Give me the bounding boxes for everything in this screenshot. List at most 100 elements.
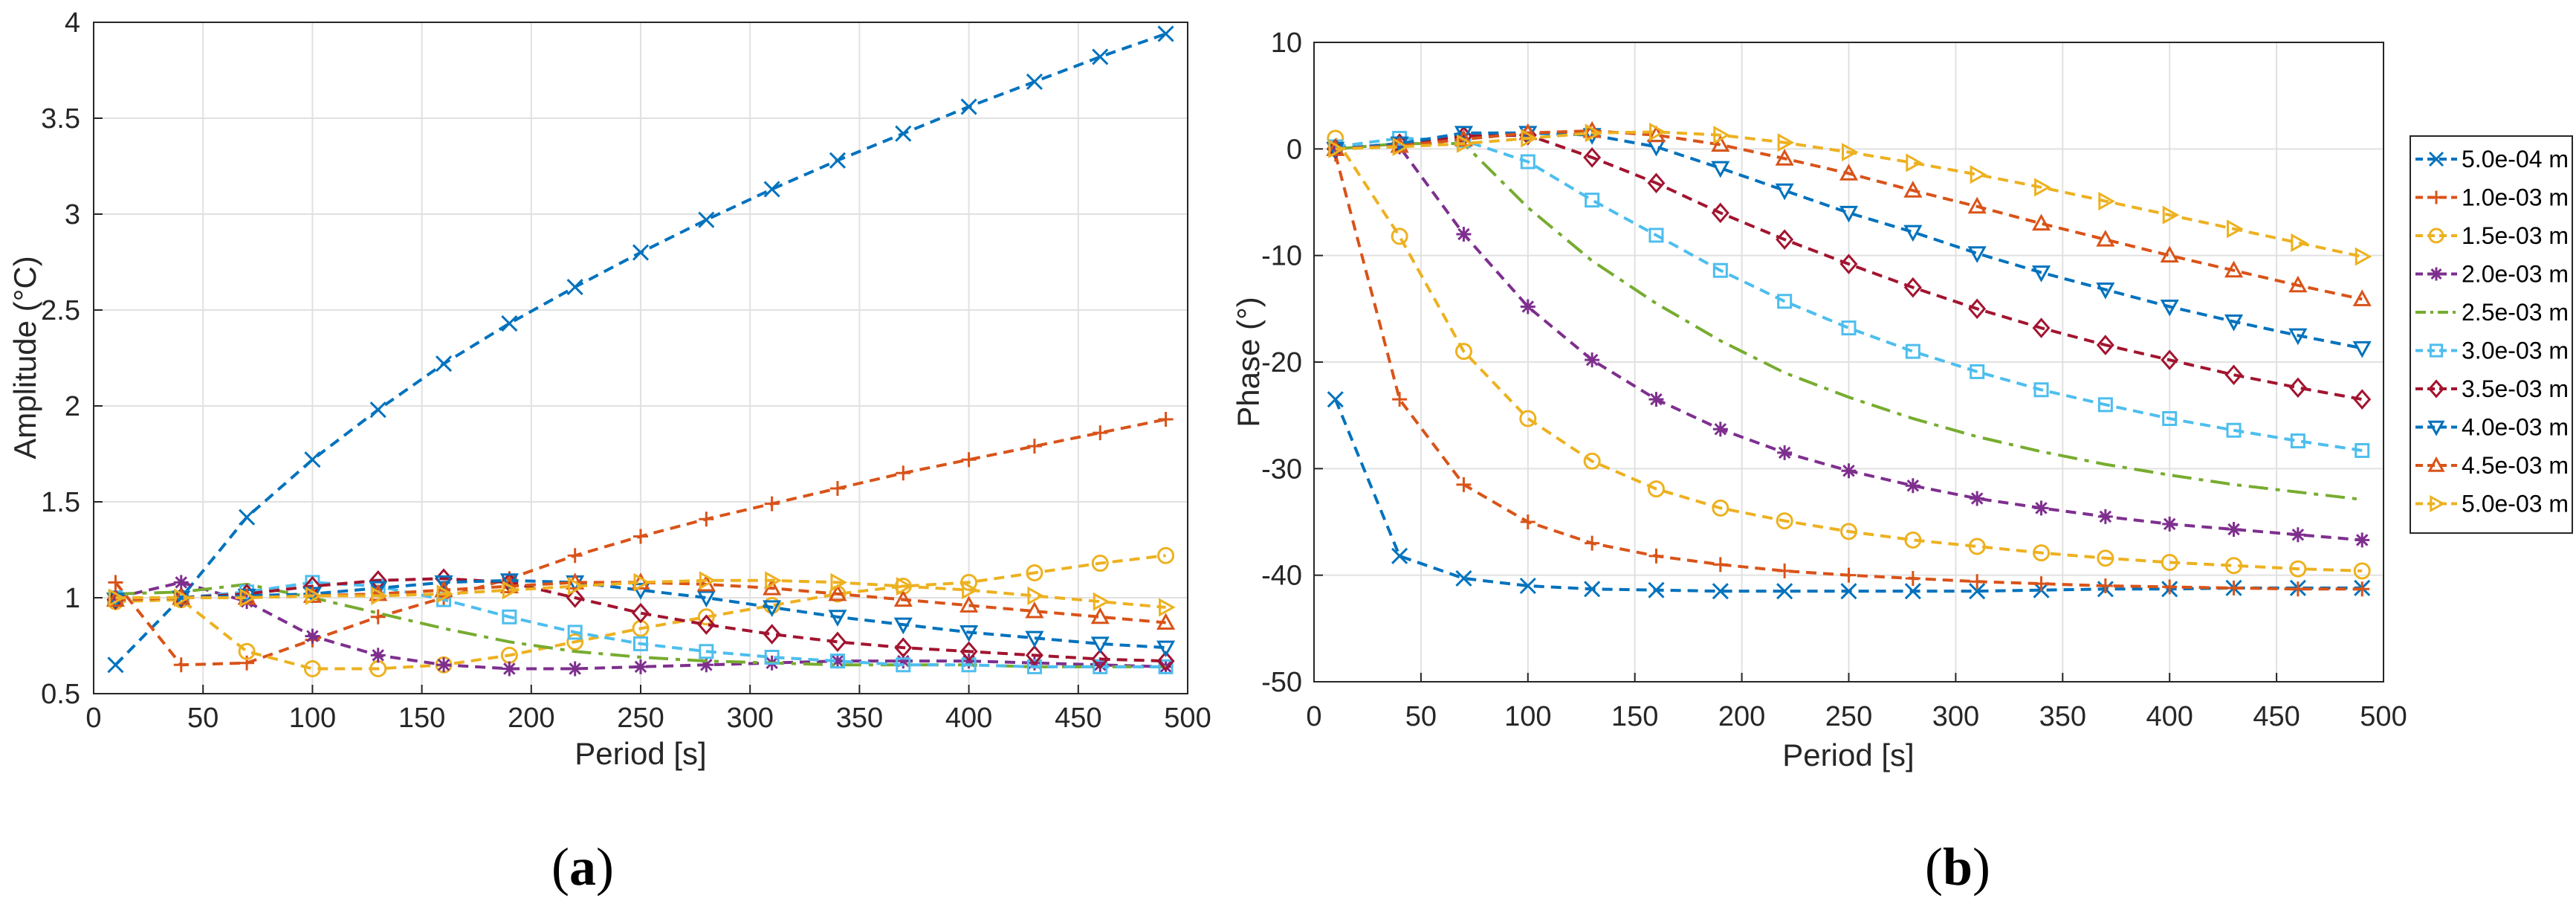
y-tick-label: 1 — [65, 583, 80, 614]
x-tick-label: 300 — [1932, 701, 1979, 732]
data-point — [2288, 275, 2308, 293]
series-5 — [1335, 142, 2363, 501]
data-point — [1777, 445, 1793, 460]
data-point — [2355, 581, 2370, 597]
data-point — [633, 659, 648, 674]
data-point — [959, 596, 979, 613]
data-point — [174, 588, 191, 607]
data-point — [1648, 122, 1666, 141]
legend-marker — [2428, 379, 2444, 398]
data-point — [697, 608, 715, 626]
data-point — [566, 572, 585, 590]
data-point — [896, 654, 911, 669]
data-point — [2226, 422, 2242, 438]
data-point — [107, 656, 124, 674]
data-point — [1454, 126, 1474, 143]
data-point — [1391, 547, 1408, 564]
data-point — [895, 125, 912, 142]
data-point — [2352, 289, 2372, 306]
data-point — [828, 610, 847, 627]
x-tick-label: 150 — [398, 703, 445, 734]
data-point — [1090, 636, 1110, 654]
data-point — [1840, 523, 1857, 540]
data-point — [764, 496, 780, 512]
data-point — [1456, 134, 1474, 153]
data-point — [2353, 562, 2371, 580]
data-point — [305, 628, 320, 644]
data-point — [763, 181, 780, 198]
data-point — [1648, 581, 1665, 598]
legend-item: 5.0e-03 m — [2415, 491, 2569, 517]
series-3 — [1327, 129, 2371, 580]
data-point — [2355, 247, 2372, 266]
data-point — [1520, 514, 1535, 529]
panel-label-b: (b) — [1925, 837, 1990, 897]
data-point — [896, 465, 911, 481]
y-tick-label: -40 — [1261, 561, 1302, 592]
data-point — [633, 572, 651, 592]
data-point — [2033, 576, 2049, 592]
data-point — [1842, 143, 1859, 162]
legend-items: 5.0e-04 m 1.0e-03 m 1.5e-03 m 2.0e-03 m 2.5e… — [2415, 146, 2569, 517]
data-point — [2161, 553, 2178, 571]
data-point — [699, 657, 714, 673]
x-tick-label: 500 — [1164, 703, 1211, 734]
data-point — [1158, 412, 1174, 427]
data-point — [436, 657, 452, 673]
data-point — [1454, 343, 1472, 361]
data-point — [1905, 570, 1920, 586]
y-tick-label: 0.5 — [41, 679, 80, 710]
data-point — [896, 657, 911, 673]
y-tick-label: 3.5 — [41, 103, 80, 135]
x-tick-label: 400 — [945, 703, 992, 734]
data-point — [1903, 277, 1922, 298]
data-point — [173, 657, 189, 673]
legend-label: 4.0e-03 m — [2462, 414, 2569, 441]
data-point — [829, 654, 845, 669]
data-point — [1970, 165, 1987, 184]
data-point — [2034, 178, 2051, 197]
data-point — [959, 625, 979, 642]
data-point — [1327, 391, 1344, 408]
data-point — [1520, 299, 1535, 314]
data-point — [1027, 586, 1045, 605]
data-point — [1025, 630, 1044, 648]
data-point — [1156, 613, 1176, 630]
data-point — [1776, 583, 1793, 600]
data-point — [2353, 389, 2372, 410]
data-point — [632, 602, 650, 624]
series-group — [106, 25, 1176, 677]
legend-item: 4.0e-03 m — [2415, 414, 2569, 441]
series-line — [1335, 131, 2363, 350]
tick-labels: 0 50 100 150 200 250 300 350 400 450 500-50-40-30-… — [1261, 28, 2407, 732]
data-point — [304, 451, 321, 468]
series-line — [115, 581, 1166, 668]
data-point — [1906, 153, 1923, 172]
series-10 — [108, 571, 1176, 617]
data-point — [1777, 563, 1793, 578]
x-tick-label: 350 — [2039, 701, 2086, 732]
data-point — [961, 452, 977, 468]
legend-item: 2.5e-03 m — [2415, 299, 2569, 326]
data-point — [2097, 509, 2113, 524]
data-point — [434, 580, 453, 598]
data-point — [1585, 123, 1602, 143]
data-point — [1090, 607, 1110, 625]
series-2 — [1327, 146, 2370, 597]
data-point — [2162, 410, 2178, 426]
data-point — [829, 654, 845, 669]
data-point — [1904, 583, 1921, 600]
data-point — [2096, 335, 2114, 355]
data-point — [2290, 527, 2305, 543]
data-point — [1091, 555, 1109, 572]
data-point — [239, 509, 256, 526]
data-point — [1455, 569, 1472, 587]
series-line — [115, 578, 1166, 609]
data-point — [370, 609, 386, 625]
data-point — [2162, 516, 2178, 532]
y-tick-label: 0 — [1287, 134, 1302, 165]
data-point — [2225, 557, 2243, 575]
y-tick-label: -30 — [1261, 454, 1302, 485]
data-point — [1647, 480, 1665, 498]
data-point — [1841, 320, 1857, 336]
